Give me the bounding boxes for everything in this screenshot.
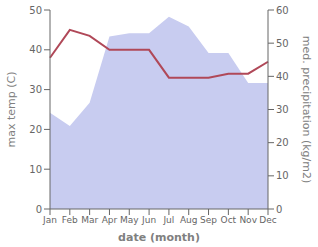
svg-text:30: 30 xyxy=(29,84,42,95)
svg-text:50: 50 xyxy=(276,38,289,49)
svg-text:Mar: Mar xyxy=(81,215,98,225)
svg-text:20: 20 xyxy=(29,124,42,135)
svg-text:Apr: Apr xyxy=(102,215,118,225)
svg-text:60: 60 xyxy=(276,5,289,16)
svg-text:max temp (C): max temp (C) xyxy=(8,71,18,147)
svg-text:Feb: Feb xyxy=(62,215,78,225)
svg-text:med. precipitation (kg/m2): med. precipitation (kg/m2) xyxy=(300,36,310,184)
svg-text:10: 10 xyxy=(276,170,289,181)
svg-text:Jan: Jan xyxy=(42,215,57,225)
svg-text:0: 0 xyxy=(36,204,42,215)
svg-text:Jul: Jul xyxy=(162,215,174,225)
svg-text:30: 30 xyxy=(276,104,289,115)
svg-text:Nov: Nov xyxy=(239,215,257,225)
svg-text:Sep: Sep xyxy=(200,215,217,225)
svg-text:Dec: Dec xyxy=(259,215,276,225)
svg-text:40: 40 xyxy=(276,71,289,82)
svg-text:Aug: Aug xyxy=(180,215,198,225)
svg-text:Oct: Oct xyxy=(221,215,237,225)
svg-text:50: 50 xyxy=(29,5,42,16)
svg-text:date (month): date (month) xyxy=(118,231,200,244)
svg-text:Jun: Jun xyxy=(141,215,156,225)
svg-text:20: 20 xyxy=(276,137,289,148)
svg-text:May: May xyxy=(120,215,139,225)
svg-text:0: 0 xyxy=(276,204,282,215)
svg-text:10: 10 xyxy=(29,164,42,175)
svg-text:40: 40 xyxy=(29,44,42,55)
